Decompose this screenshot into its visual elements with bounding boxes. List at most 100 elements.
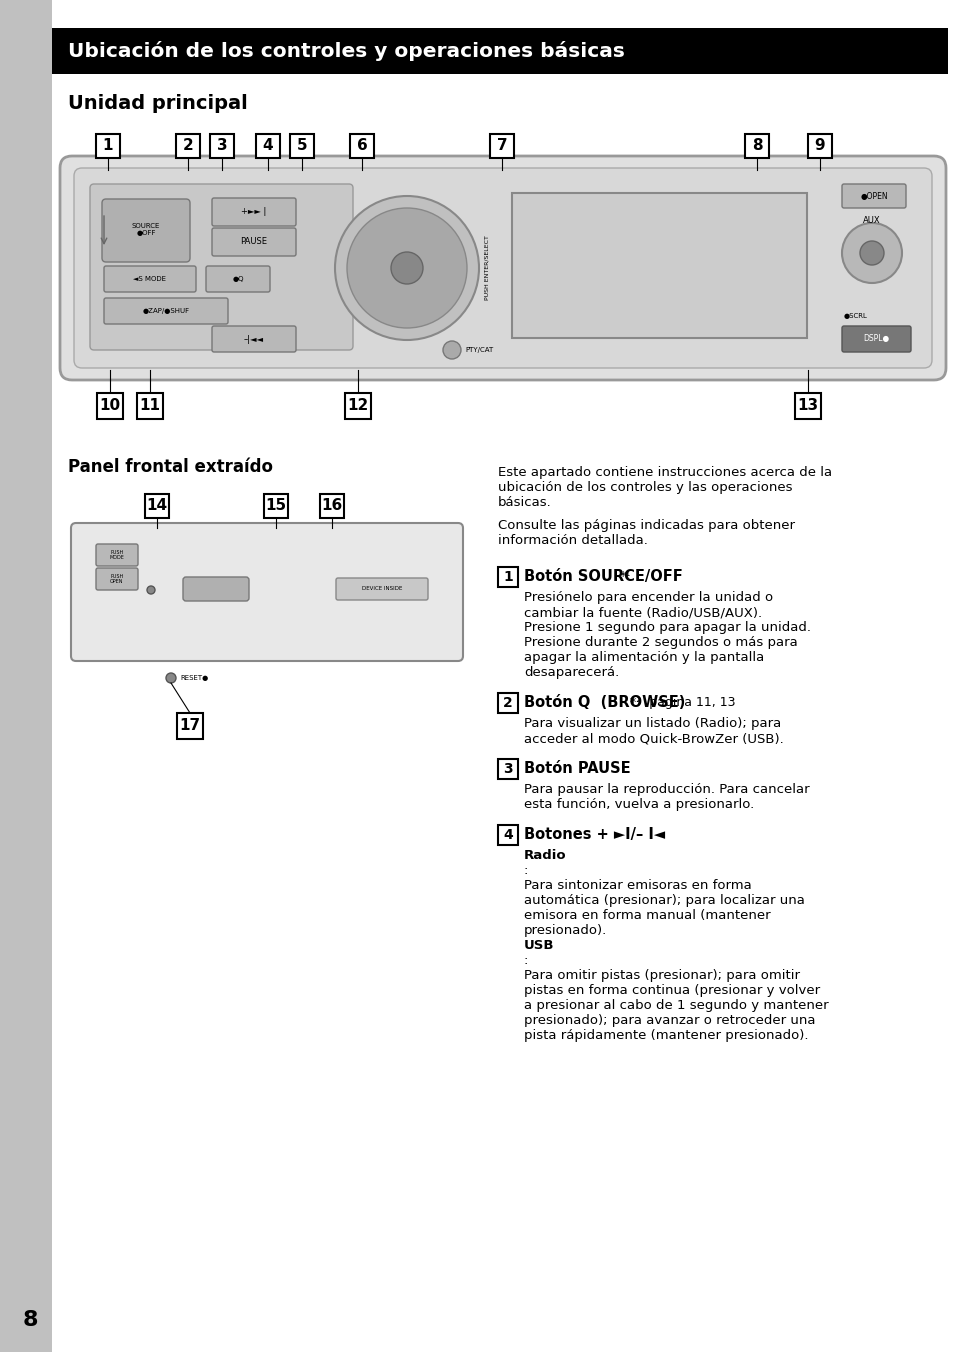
Text: ubicación de los controles y las operaciones: ubicación de los controles y las operaci…: [497, 481, 792, 493]
Text: 5: 5: [296, 138, 307, 154]
Bar: [497, 694, 517, 713]
Text: Panel frontal extraído: Panel frontal extraído: [68, 458, 273, 476]
Text: Unidad principal: Unidad principal: [68, 95, 248, 114]
Text: PTY/CAT: PTY/CAT: [464, 347, 493, 353]
Text: 8: 8: [751, 138, 761, 154]
Bar: [290, 134, 314, 158]
FancyBboxPatch shape: [104, 297, 228, 324]
Bar: [512, 193, 806, 338]
FancyBboxPatch shape: [335, 579, 428, 600]
Text: Radio: Radio: [523, 849, 566, 863]
Text: 10: 10: [99, 399, 120, 414]
Text: Botones + ►I/– I◄: Botones + ►I/– I◄: [523, 827, 664, 842]
Text: Botón PAUSE: Botón PAUSE: [523, 761, 630, 776]
Text: Este apartado contiene instrucciones acerca de la: Este apartado contiene instrucciones ace…: [497, 466, 831, 479]
Circle shape: [347, 208, 467, 329]
FancyBboxPatch shape: [71, 523, 462, 661]
Bar: [210, 134, 233, 158]
Circle shape: [335, 196, 478, 339]
Bar: [145, 493, 169, 518]
FancyBboxPatch shape: [183, 577, 249, 602]
Text: DEVICE INSIDE: DEVICE INSIDE: [361, 587, 402, 592]
FancyBboxPatch shape: [206, 266, 270, 292]
Text: :: :: [523, 955, 528, 967]
FancyBboxPatch shape: [212, 228, 295, 256]
Text: PAUSE: PAUSE: [240, 238, 267, 246]
Bar: [255, 134, 280, 158]
Text: Presione 1 segundo para apagar la unidad.: Presione 1 segundo para apagar la unidad…: [523, 621, 810, 634]
Circle shape: [442, 341, 460, 360]
Text: 2: 2: [182, 138, 193, 154]
FancyBboxPatch shape: [212, 326, 295, 352]
Text: Presiónelo para encender la unidad o: Presiónelo para encender la unidad o: [523, 591, 772, 604]
Text: Ubicación de los controles y operaciones básicas: Ubicación de los controles y operaciones…: [68, 41, 624, 61]
Text: 14: 14: [146, 499, 168, 514]
Text: automática (presionar); para localizar una: automática (presionar); para localizar u…: [523, 894, 804, 907]
Text: 13: 13: [797, 399, 818, 414]
FancyBboxPatch shape: [104, 266, 195, 292]
Text: a presionar al cabo de 1 segundo y mantener: a presionar al cabo de 1 segundo y mante…: [523, 999, 828, 1013]
Text: ●Q: ●Q: [232, 276, 244, 283]
Circle shape: [859, 241, 883, 265]
Text: presionado).: presionado).: [523, 923, 607, 937]
Bar: [96, 134, 120, 158]
Text: cambiar la fuente (Radio/USB/AUX).: cambiar la fuente (Radio/USB/AUX).: [523, 606, 761, 619]
Text: PUSH ENTER/SELECT: PUSH ENTER/SELECT: [484, 235, 489, 300]
Text: ◄S MODE: ◄S MODE: [133, 276, 167, 283]
Text: 15: 15: [265, 499, 286, 514]
Text: PUSH
MODE: PUSH MODE: [110, 550, 124, 560]
FancyBboxPatch shape: [60, 155, 945, 380]
Text: presionado); para avanzar o retroceder una: presionado); para avanzar o retroceder u…: [523, 1014, 815, 1028]
Bar: [264, 493, 288, 518]
FancyBboxPatch shape: [102, 199, 190, 262]
Text: Consulte las páginas indicadas para obtener: Consulte las páginas indicadas para obte…: [497, 519, 794, 531]
Text: esta función, vuelva a presionarlo.: esta función, vuelva a presionarlo.: [523, 798, 754, 811]
Text: 12: 12: [347, 399, 368, 414]
Bar: [137, 393, 163, 419]
Text: 1: 1: [103, 138, 113, 154]
Circle shape: [147, 585, 154, 594]
Text: PUSH
OPEN: PUSH OPEN: [111, 573, 124, 584]
Circle shape: [391, 251, 422, 284]
Bar: [175, 134, 200, 158]
Text: ●OPEN: ●OPEN: [860, 192, 887, 200]
Text: 2: 2: [502, 696, 513, 710]
Text: 3: 3: [502, 763, 513, 776]
Bar: [744, 134, 768, 158]
Text: 9: 9: [814, 138, 824, 154]
Text: 4: 4: [502, 827, 513, 842]
Text: ●SCRL: ●SCRL: [843, 314, 867, 319]
Text: Para sintonizar emisoras en forma: Para sintonizar emisoras en forma: [523, 879, 751, 892]
Text: 7: 7: [497, 138, 507, 154]
Text: apagar la alimentación y la pantalla: apagar la alimentación y la pantalla: [523, 652, 763, 664]
FancyBboxPatch shape: [96, 544, 138, 566]
Text: *¹: *¹: [619, 571, 631, 583]
Text: RESET●: RESET●: [180, 675, 208, 681]
Circle shape: [166, 673, 175, 683]
Text: *²  página 11, 13: *² página 11, 13: [625, 696, 735, 708]
Bar: [807, 134, 831, 158]
Text: acceder al modo Quick-BrowZer (USB).: acceder al modo Quick-BrowZer (USB).: [523, 731, 783, 745]
Bar: [490, 134, 514, 158]
FancyBboxPatch shape: [841, 184, 905, 208]
Text: SOURCE
●OFF: SOURCE ●OFF: [132, 223, 160, 237]
Text: Para pausar la reproducción. Para cancelar: Para pausar la reproducción. Para cancel…: [523, 783, 809, 796]
Bar: [794, 393, 821, 419]
Text: Botón Q  (BROWSE): Botón Q (BROWSE): [523, 695, 684, 710]
Text: información detallada.: información detallada.: [497, 534, 647, 548]
Bar: [497, 566, 517, 587]
Bar: [319, 493, 344, 518]
Text: 6: 6: [356, 138, 367, 154]
Text: 4: 4: [262, 138, 273, 154]
Text: pista rápidamente (mantener presionado).: pista rápidamente (mantener presionado).: [523, 1029, 807, 1042]
Bar: [97, 393, 123, 419]
Text: –|◄◄: –|◄◄: [244, 334, 264, 343]
Bar: [350, 134, 374, 158]
Bar: [52, 28, 947, 74]
Bar: [177, 713, 203, 740]
Text: Para omitir pistas (presionar); para omitir: Para omitir pistas (presionar); para omi…: [523, 969, 800, 982]
Text: :: :: [523, 864, 528, 877]
Bar: [497, 825, 517, 845]
Text: básicas.: básicas.: [497, 496, 551, 508]
Bar: [345, 393, 371, 419]
